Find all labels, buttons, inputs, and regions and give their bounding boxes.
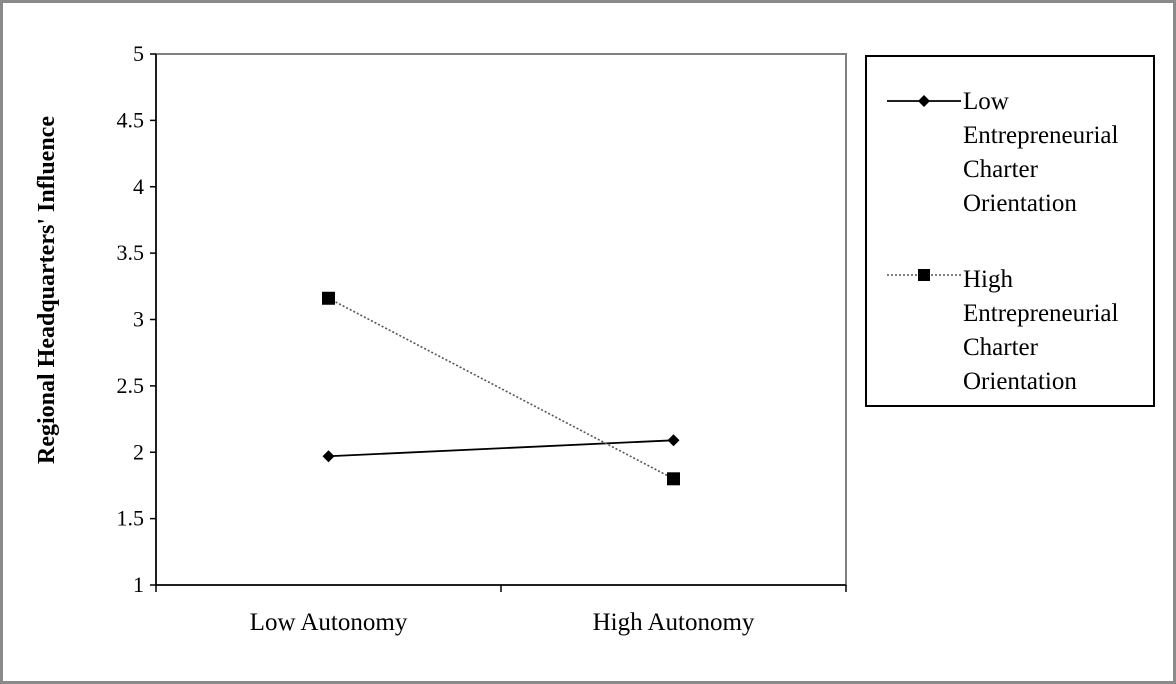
- legend-item-low-entrepreneurial: Low Entrepreneurial Charter Orientation: [867, 57, 1157, 217]
- series-line: [328, 439, 674, 458]
- y-tick-label: 1: [133, 572, 144, 597]
- series-low: [322, 434, 680, 463]
- x-tick-label: High Autonomy: [593, 609, 755, 636]
- y-tick-label: 3: [133, 307, 144, 332]
- legend: Low Entrepreneurial Charter Orientation …: [865, 55, 1155, 407]
- data-point-square: [667, 472, 680, 486]
- data-point-diamond: [667, 434, 680, 447]
- series-layer: [322, 291, 680, 486]
- y-tick-label: 1.5: [117, 506, 145, 531]
- x-tick-label: Low Autonomy: [250, 609, 408, 636]
- series-line: [328, 297, 674, 480]
- y-tick-label: 4: [133, 174, 144, 199]
- y-tick-label: 5: [133, 41, 144, 66]
- y-axis-title: Regional Headquarters' Influence: [34, 116, 60, 464]
- legend-diamond-marker-icon: [887, 95, 961, 107]
- legend-label-low: Low Entrepreneurial Charter Orientation: [963, 88, 1119, 217]
- legend-label-high: High Entrepreneurial Charter Orientation: [963, 266, 1119, 395]
- data-point-square: [322, 291, 335, 305]
- y-tick-label: 2: [133, 439, 144, 464]
- y-tick-label: 4.5: [117, 107, 145, 132]
- y-tick-label: 2.5: [117, 373, 145, 398]
- legend-item-high-entrepreneurial: High Entrepreneurial Charter Orientation: [867, 235, 1157, 395]
- series-high: [322, 291, 680, 486]
- plot-area: [155, 53, 847, 586]
- y-tick-label: 3.5: [117, 240, 145, 265]
- legend-square-marker-icon: [887, 269, 961, 281]
- data-point-diamond: [322, 450, 335, 463]
- axes: 1 1.5 2 2.5 3 3.5 4 4.5 5 Low Autonomy High Autono…: [117, 41, 847, 636]
